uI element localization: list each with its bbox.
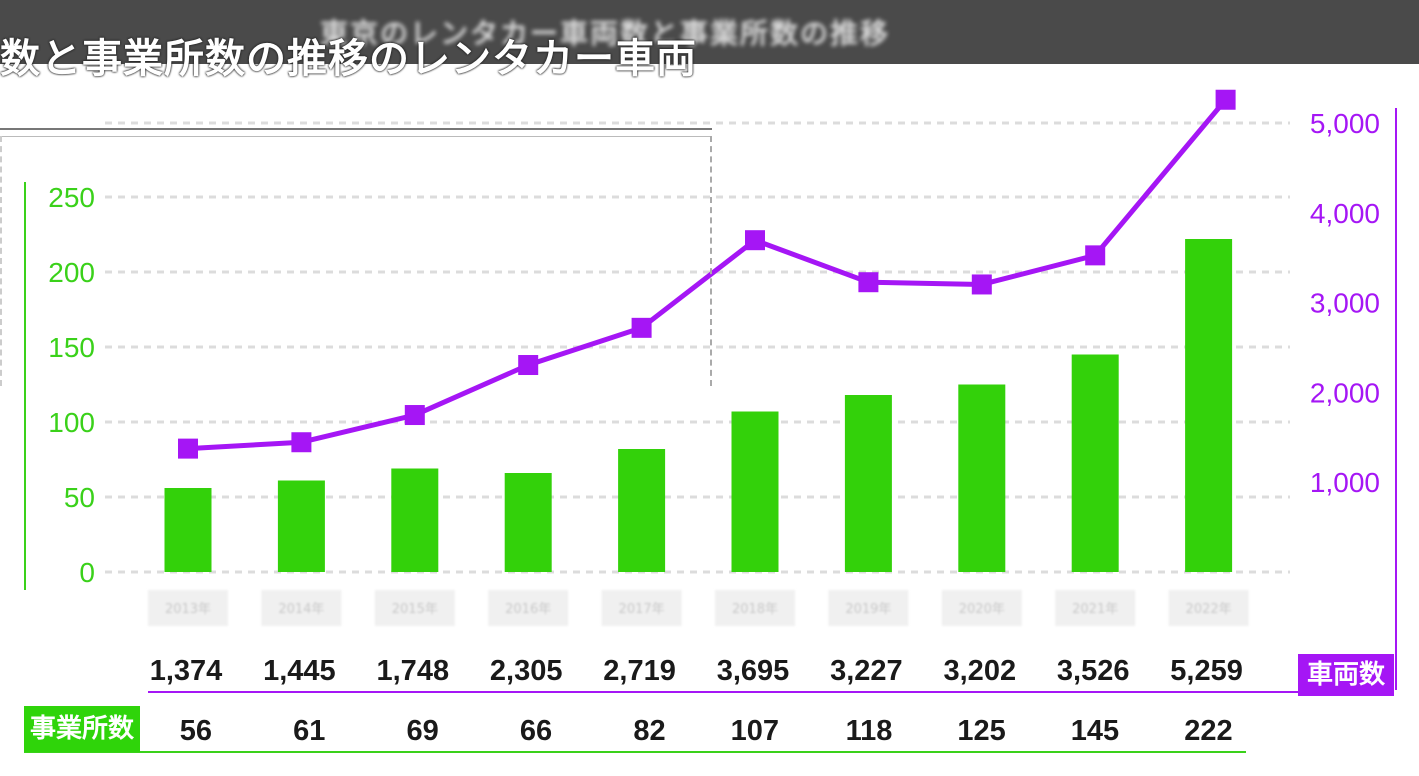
office-value: 66: [520, 715, 552, 747]
office-value: 69: [407, 715, 439, 747]
vehicle-count-label: 車両数: [1298, 654, 1394, 696]
vehicle-marker: [1215, 89, 1236, 110]
office-value: 145: [1071, 715, 1119, 747]
office-count-label: 事業所数: [24, 706, 140, 752]
overlay-title: 数と事業所数の推移のレンタカー車両: [0, 36, 697, 82]
x-category-label: 2013年: [165, 602, 211, 617]
vehicle-marker: [971, 274, 992, 295]
x-category-bg: [374, 590, 455, 626]
x-category-bg: [601, 590, 682, 626]
overlay-rule: [0, 128, 712, 137]
left-tick-label: 200: [48, 257, 95, 288]
vehicle-marker: [631, 317, 652, 338]
x-category-bg: [261, 590, 342, 626]
vehicle-marker: [291, 432, 312, 453]
x-category-label: 2016年: [505, 602, 551, 617]
office-bar: [277, 480, 325, 572]
office-bars: [164, 239, 1233, 572]
office-value: 56: [180, 715, 212, 747]
office-bar: [618, 449, 666, 572]
chart-title-blurred: 東京のレンタカー車両数と事業所数の推移: [320, 17, 891, 50]
x-category-label: 2019年: [845, 602, 891, 617]
x-category-label: 2014年: [278, 602, 324, 617]
x-category-label: 2018年: [732, 602, 778, 617]
vehicle-marker: [404, 405, 425, 426]
left-tick-label: 0: [79, 557, 95, 588]
office-value: 125: [957, 715, 1005, 747]
vehicle-line-path: [187, 98, 1228, 452]
office-value: 222: [1184, 715, 1232, 747]
vehicle-marker: [858, 272, 879, 293]
vehicle-value: 3,202: [944, 655, 1017, 687]
vehicle-value: 2,305: [490, 655, 563, 687]
office-value: 82: [633, 715, 665, 747]
office-bar: [844, 395, 892, 572]
office-bar: [1071, 354, 1119, 572]
right-tick-label: 4,000: [1310, 198, 1380, 229]
vehicle-value: 3,526: [1057, 655, 1130, 687]
x-category-bg: [148, 590, 228, 626]
data-table: 1,374 1,445 1,748 2,305 2,719 3,695 3,227 3,202…: [24, 655, 1300, 753]
vehicle-value: 1,445: [263, 655, 336, 687]
x-category-label: 2017年: [619, 602, 665, 617]
vehicle-value: 3,227: [830, 655, 903, 687]
title-bar: 東京のレンタカー車両数と事業所数の推移: [0, 0, 1419, 64]
x-category-labels: 2013年 2014年 2015年 2016年 2017年 2018年 2019年 2020年…: [148, 590, 1249, 626]
left-tick-label: 250: [48, 182, 95, 213]
right-tick-label: 3,000: [1310, 288, 1380, 319]
right-tick-label: 5,000: [1310, 108, 1380, 139]
right-tick-label: 2,000: [1310, 377, 1380, 408]
x-category-bg: [715, 590, 795, 626]
vehicle-marker: [178, 438, 198, 459]
right-tick-label: 1,000: [1310, 467, 1380, 498]
vehicle-marker: [745, 230, 765, 251]
x-category-label: 2022年: [1186, 602, 1232, 617]
office-bar: [1185, 239, 1233, 572]
x-category-bg: [488, 590, 569, 626]
left-axis: 0 50 100 150 200 250: [24, 182, 95, 590]
left-tick-label: 50: [64, 482, 95, 513]
x-category-bg: [1168, 590, 1249, 626]
vehicle-marker: [1085, 245, 1106, 266]
left-tick-label: 150: [48, 332, 95, 363]
x-category-label: 2021年: [1072, 602, 1118, 617]
office-bar: [164, 488, 212, 572]
x-category-bg: [828, 590, 909, 626]
office-value: 107: [731, 715, 779, 747]
vehicle-value: 5,259: [1170, 655, 1243, 687]
vehicle-value: 1,748: [377, 655, 450, 687]
office-bar: [731, 411, 779, 572]
x-category-bg: [1055, 590, 1136, 626]
right-axis: 1,000 2,000 3,000 4,000 5,000: [1310, 108, 1397, 690]
left-tick-label: 100: [48, 407, 95, 438]
vehicle-line: [178, 89, 1236, 459]
office-value: 61: [293, 715, 325, 747]
office-bar: [504, 473, 552, 572]
office-bar: [391, 468, 439, 572]
office-bar: [958, 384, 1006, 572]
vehicle-value: 3,695: [717, 655, 790, 687]
overlay-box: [0, 136, 712, 386]
x-category-label: 2020年: [959, 602, 1005, 617]
x-category-label: 2015年: [392, 602, 438, 617]
x-category-bg: [941, 590, 1022, 626]
office-value: 118: [846, 715, 893, 747]
vehicle-value: 1,374: [150, 655, 223, 687]
vehicle-marker: [518, 355, 539, 376]
vehicle-value: 2,719: [603, 655, 676, 687]
